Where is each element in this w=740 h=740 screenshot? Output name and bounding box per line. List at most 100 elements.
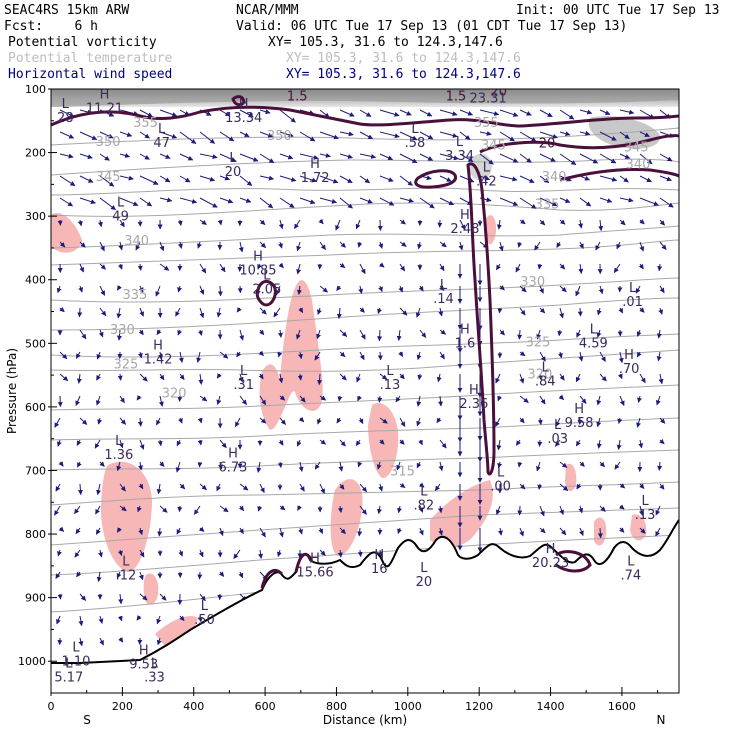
wind-arrow bbox=[219, 197, 234, 204]
x-tick-label: 1200 bbox=[465, 700, 493, 713]
wind-arrow bbox=[96, 571, 102, 583]
wind-arrow bbox=[399, 197, 414, 203]
wind-arrow bbox=[55, 483, 61, 492]
wind-arrow bbox=[559, 285, 567, 293]
wind-arrow bbox=[277, 461, 283, 469]
wind-arrow bbox=[79, 175, 94, 183]
wind-arrow bbox=[519, 417, 525, 424]
wind-arrow bbox=[659, 197, 674, 208]
wind-arrow bbox=[319, 197, 337, 204]
wind-arrow bbox=[219, 153, 237, 162]
wind-arrow bbox=[399, 131, 418, 141]
wind-arrow bbox=[316, 329, 321, 340]
wind-arrow bbox=[515, 439, 521, 446]
wind-arrow bbox=[595, 241, 601, 251]
extremum-value: 13.34 bbox=[225, 111, 262, 126]
wind-arrow bbox=[579, 175, 590, 181]
extremum-mark: L bbox=[629, 281, 637, 296]
wind-arrow bbox=[279, 197, 295, 208]
wind-arrow bbox=[198, 549, 204, 558]
extremum-value: 2.05 bbox=[252, 282, 281, 297]
wind-arrow bbox=[96, 483, 102, 496]
wind-arrow bbox=[436, 417, 442, 424]
wind-arrow bbox=[279, 505, 286, 511]
wind-arrow bbox=[579, 527, 584, 536]
wind-arrow bbox=[95, 395, 101, 406]
wind-arrow bbox=[299, 131, 316, 142]
wind-arrow bbox=[536, 329, 542, 340]
wind-arrow bbox=[459, 109, 474, 116]
x-tick-label: 400 bbox=[183, 700, 204, 713]
wind-arrow bbox=[515, 263, 521, 273]
wind-arrow bbox=[259, 307, 267, 315]
wind-arrow bbox=[519, 527, 524, 537]
wind-arrow bbox=[95, 527, 101, 535]
wind-arrow bbox=[337, 505, 343, 514]
extremum-mark: L bbox=[542, 361, 550, 376]
wind-arrow bbox=[99, 197, 116, 211]
wind-arrow bbox=[179, 153, 194, 161]
extremum-value: 1.6 bbox=[455, 336, 476, 351]
extremum-mark: L bbox=[263, 268, 271, 283]
wind-arrow bbox=[137, 263, 143, 271]
wind-arrow bbox=[175, 461, 181, 473]
wind-arrow bbox=[59, 351, 68, 360]
wind-arrow bbox=[216, 307, 222, 318]
theta-line bbox=[51, 239, 679, 266]
theta-label: 340 bbox=[626, 157, 651, 172]
y-tick-label: 600 bbox=[25, 401, 46, 414]
wind-arrow bbox=[79, 131, 98, 140]
wind-arrow bbox=[116, 307, 122, 319]
wind-arrow bbox=[579, 395, 587, 404]
wind-arrow bbox=[499, 175, 518, 182]
wind-arrow bbox=[179, 131, 197, 144]
wind-arrow bbox=[659, 219, 665, 226]
wind-arrow bbox=[378, 241, 384, 249]
extremum-mark: L bbox=[411, 122, 419, 137]
wind-arrow bbox=[438, 527, 444, 536]
wind-arrow bbox=[299, 153, 319, 160]
wind-arrow bbox=[379, 197, 395, 206]
pv-contours bbox=[51, 95, 679, 476]
y-axis-label: Pressure (hPa) bbox=[5, 348, 19, 434]
wind-arrow bbox=[116, 571, 122, 579]
wind-arrow bbox=[497, 395, 503, 402]
wind-arrow bbox=[376, 461, 382, 470]
pv-contour-labels: 1.5 1.5 20 20 bbox=[287, 89, 555, 151]
wind-arrow bbox=[77, 219, 83, 227]
wind-arrow bbox=[139, 549, 145, 558]
wind-arrow bbox=[319, 285, 328, 293]
strat-blob-mid bbox=[467, 153, 492, 181]
wind-arrow bbox=[339, 197, 353, 209]
wind-arrow bbox=[199, 263, 207, 274]
wind-arrow bbox=[159, 505, 168, 513]
wind-arrow bbox=[519, 483, 526, 490]
wind-arrow bbox=[439, 329, 447, 335]
wind-arrow bbox=[239, 483, 249, 491]
wind-arrow bbox=[356, 373, 361, 383]
wind-arrow bbox=[556, 241, 562, 248]
x-tick-label: 1400 bbox=[537, 700, 565, 713]
wind-arrow bbox=[98, 615, 104, 624]
y-tick-label: 300 bbox=[25, 210, 46, 223]
theta-label: 315 bbox=[390, 465, 415, 480]
wind-arrow bbox=[138, 285, 144, 293]
wind-arrow bbox=[238, 571, 244, 579]
wind-arrow bbox=[296, 329, 301, 340]
wind-arrow bbox=[459, 131, 471, 141]
wind-arrow bbox=[95, 505, 101, 515]
wind-arrow bbox=[199, 395, 208, 402]
wind-arrow bbox=[418, 527, 424, 536]
wind-arrow bbox=[139, 197, 153, 207]
wind-arrow bbox=[397, 527, 402, 534]
wind-arrow bbox=[219, 263, 226, 273]
wind-arrow bbox=[519, 219, 526, 225]
wind-arrow bbox=[639, 307, 645, 313]
extremum-value: 1.72 bbox=[301, 171, 330, 186]
wind-arrow bbox=[178, 417, 183, 424]
wind-arrow bbox=[416, 417, 422, 427]
wind-arrow bbox=[316, 307, 322, 315]
wind-arrow bbox=[259, 241, 266, 248]
pv-region bbox=[155, 615, 198, 646]
wind-arrow bbox=[419, 131, 434, 140]
